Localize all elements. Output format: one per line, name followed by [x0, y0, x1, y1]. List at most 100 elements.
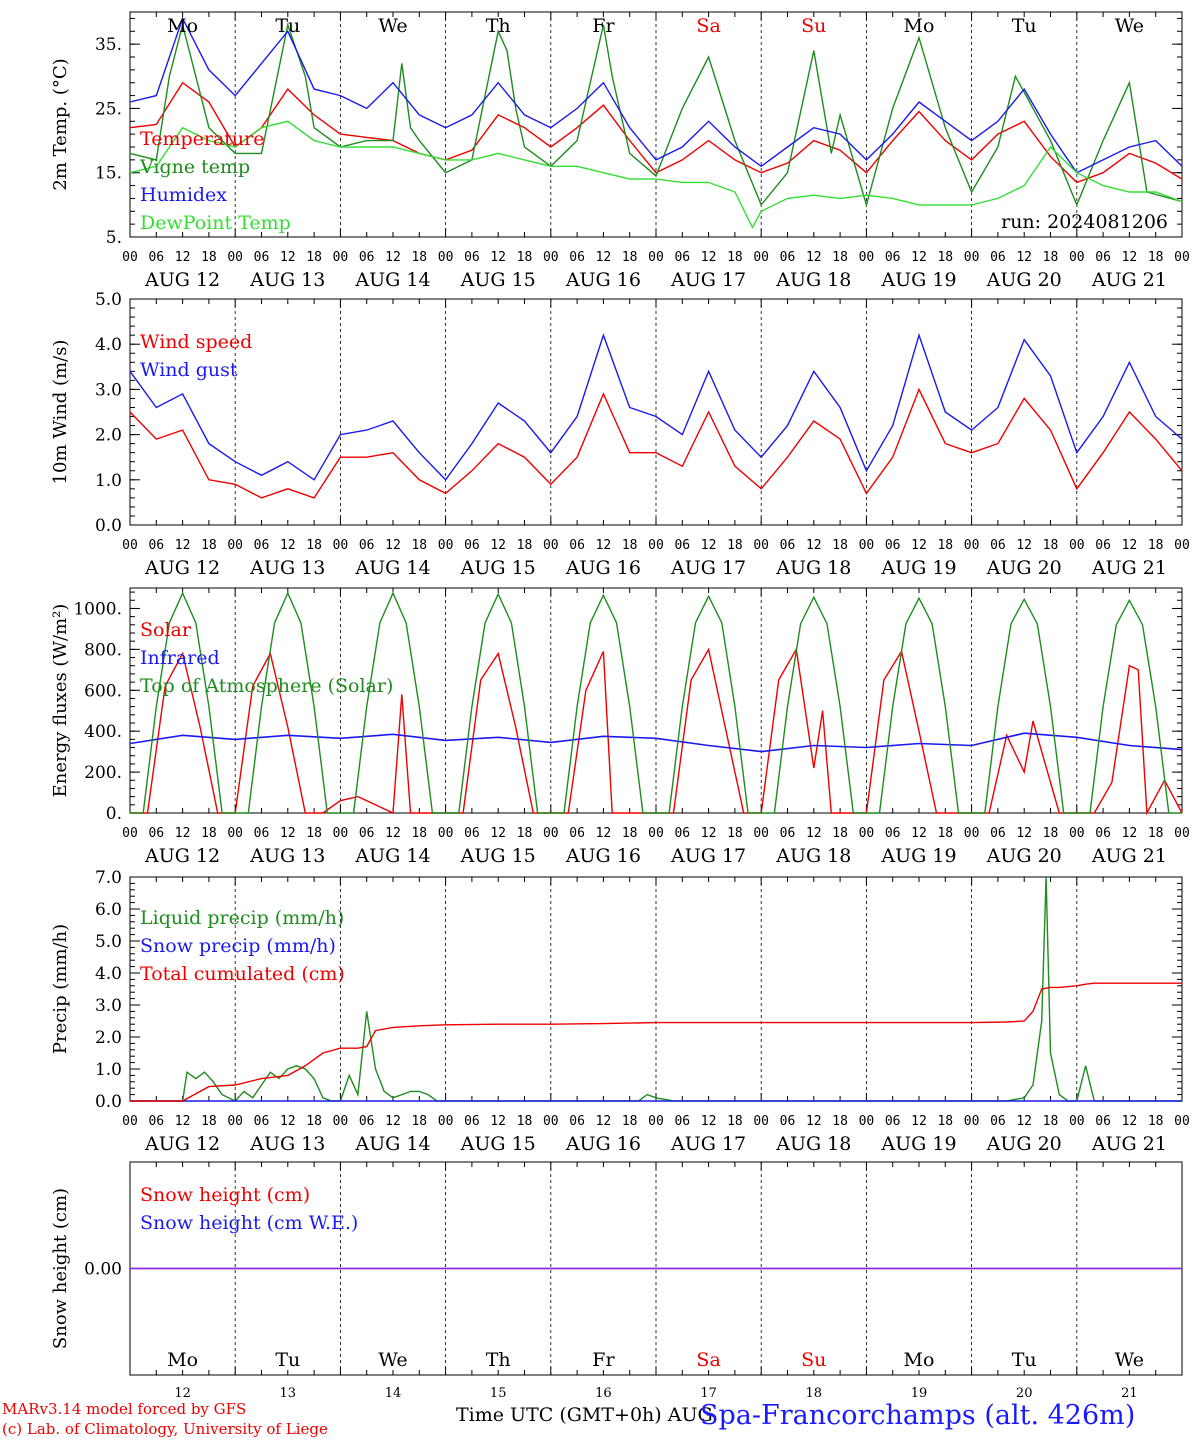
hour-label: 18	[622, 538, 638, 553]
series-line-red	[130, 647, 1183, 816]
hour-label: 18	[1148, 538, 1164, 553]
hour-label: 12	[175, 826, 191, 841]
hour-label: 06	[780, 1114, 796, 1129]
legend-entry: Humidex	[140, 184, 227, 206]
hour-label: 00	[1069, 250, 1085, 265]
hour-label: 12	[701, 1114, 717, 1129]
date-label: AUG 20	[986, 1133, 1062, 1155]
date-label: AUG 18	[775, 557, 851, 579]
hour-label: 00	[648, 1114, 664, 1129]
date-label: AUG 20	[986, 845, 1062, 867]
hour-label: 06	[254, 538, 270, 553]
date-label: AUG 13	[249, 1133, 325, 1155]
series-line-red	[129, 387, 1183, 499]
hour-label: 12	[490, 826, 506, 841]
legend-entry: Temperature	[140, 128, 264, 150]
hour-label: 06	[780, 538, 796, 553]
hour-label: 18	[411, 250, 427, 265]
hour-label: 06	[885, 1114, 901, 1129]
hour-label: 18	[306, 538, 322, 553]
hour-label: 12	[911, 826, 927, 841]
hour-label: 06	[1095, 538, 1111, 553]
hour-label: 00	[438, 250, 454, 265]
date-label: AUG 13	[249, 269, 325, 291]
date-label: AUG 21	[1091, 557, 1167, 579]
hour-label: 00	[753, 826, 769, 841]
y-tick-label: 800.	[84, 640, 122, 660]
hour-label: 06	[780, 250, 796, 265]
hour-label: 00	[648, 250, 664, 265]
date-label: AUG 17	[670, 845, 746, 867]
date-label: AUG 21	[1091, 845, 1167, 867]
date-label: AUG 16	[565, 557, 641, 579]
hour-label: 18	[727, 250, 743, 265]
hour-label: 06	[990, 1114, 1006, 1129]
hour-label: 00	[333, 1114, 349, 1129]
date-label: AUG 16	[565, 1133, 641, 1155]
hour-label: 00	[648, 826, 664, 841]
hour-label: 18	[622, 250, 638, 265]
hour-label: 12	[911, 250, 927, 265]
date-label: AUG 17	[670, 557, 746, 579]
hour-label: 18	[1148, 1114, 1164, 1129]
hour-label: 18	[306, 250, 322, 265]
y-tick-label: 1.0	[95, 471, 122, 491]
hour-label: 12	[596, 538, 612, 553]
hour-label: 12	[385, 250, 401, 265]
hour-label: 00	[1174, 250, 1190, 265]
series-line-green	[130, 876, 1182, 1102]
weekday-label-bottom: We	[1115, 1349, 1144, 1371]
hour-label: 12	[701, 250, 717, 265]
hour-label: 00	[333, 538, 349, 553]
date-label: AUG 15	[460, 845, 536, 867]
y-tick-label: 7.0	[95, 868, 122, 888]
y-tick-label: 3.0	[95, 380, 122, 400]
date-label: AUG 14	[354, 557, 430, 579]
hour-label: 12	[596, 1114, 612, 1129]
date-number: 20	[1016, 1386, 1033, 1401]
legend-entry: Solar	[140, 619, 192, 641]
date-label: AUG 12	[144, 557, 220, 579]
weekday-label-bottom: We	[378, 1349, 407, 1371]
weekday-label-bottom: Fr	[592, 1349, 615, 1371]
hour-label: 00	[227, 1114, 243, 1129]
hour-label: 00	[543, 1114, 559, 1129]
date-number: 18	[806, 1386, 823, 1401]
hour-label: 12	[1122, 1114, 1138, 1129]
hour-label: 12	[911, 1114, 927, 1129]
hour-label: 06	[569, 250, 585, 265]
hour-label: 18	[832, 538, 848, 553]
hour-label: 06	[674, 826, 690, 841]
hour-label: 06	[464, 538, 480, 553]
hour-label: 12	[1016, 826, 1032, 841]
y-tick-label: 0.0	[95, 1092, 122, 1112]
hour-label: 18	[832, 1114, 848, 1129]
hour-label: 12	[596, 826, 612, 841]
panel-frame	[129, 587, 1183, 814]
date-label: AUG 15	[460, 1133, 536, 1155]
hour-label: 18	[727, 826, 743, 841]
y-tick-label: 5.	[106, 228, 122, 248]
weekday-label-top: Fr	[592, 15, 615, 37]
hour-label: 06	[885, 250, 901, 265]
hour-label: 06	[569, 1114, 585, 1129]
weekday-label-bottom: Mo	[167, 1349, 198, 1371]
hour-label: 12	[806, 826, 822, 841]
hour-label: 18	[1148, 826, 1164, 841]
hour-label: 12	[490, 250, 506, 265]
hour-label: 18	[411, 826, 427, 841]
y-tick-label: 2.0	[95, 426, 122, 446]
hour-label: 12	[490, 538, 506, 553]
hour-label: 00	[1069, 1114, 1085, 1129]
hour-label: 00	[333, 250, 349, 265]
panel-5: 0.00 Snow height (cm) Snow height (cm) Snow…	[50, 1161, 1183, 1376]
y-tick-label: 6.0	[95, 900, 122, 920]
hour-label: 18	[622, 826, 638, 841]
hour-label: 00	[753, 1114, 769, 1129]
y-tick-label: 15.	[95, 164, 122, 184]
hour-label: 18	[937, 826, 953, 841]
footer-model: MARv3.14 model forced by GFS	[2, 1400, 247, 1418]
y-tick-label: 4.0	[95, 335, 122, 355]
hour-label: 00	[859, 1114, 875, 1129]
hour-label: 18	[832, 250, 848, 265]
